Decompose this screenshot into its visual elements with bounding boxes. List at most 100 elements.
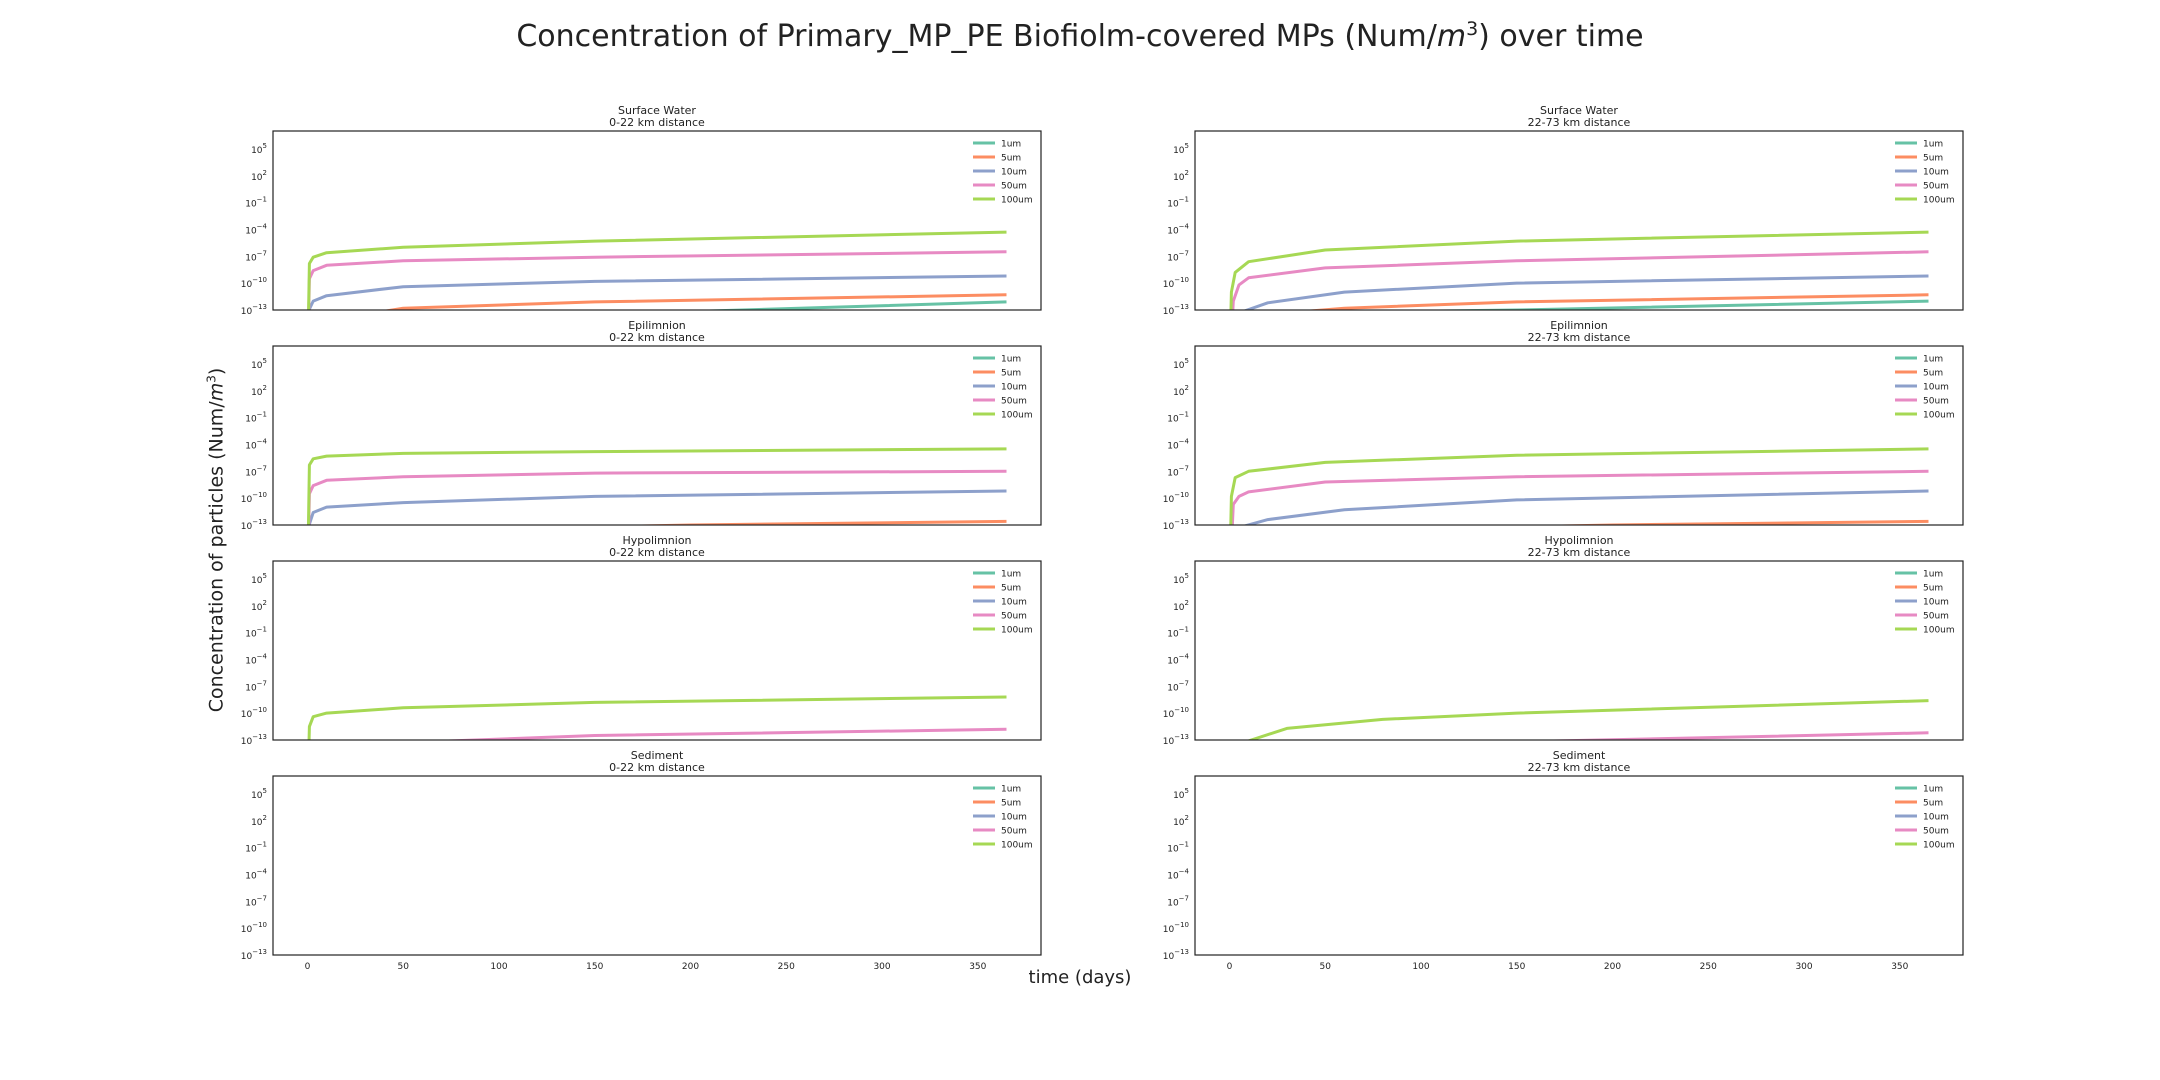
figure-title: Concentration of Primary_MP_PE Biofiolm-… [0, 18, 2160, 54]
series-line-50um [1530, 731, 1929, 740]
y-tick-label: 10−1 [245, 841, 267, 855]
y-tick-label: 10−10 [241, 276, 267, 290]
legend: 1um 5um 10um 50um 100um [1895, 570, 1955, 636]
legend-label-10um: 10um [1923, 168, 1949, 178]
series-line-10um [1242, 489, 1929, 525]
y-tick-label: 105 [251, 787, 267, 801]
y-tick-label: 10−10 [241, 921, 267, 935]
panel-subtitle: 0-22 km distance [609, 546, 705, 559]
legend-label-100um: 100um [1923, 841, 1955, 851]
y-tick-label: 105 [1173, 142, 1189, 156]
y-tick-label: 10−7 [1167, 679, 1189, 693]
legend-label-50um: 50um [1001, 827, 1027, 837]
legend-label-5um: 5um [1923, 799, 1943, 809]
plot-frame [1194, 345, 1964, 526]
y-tick-label: 105 [1173, 572, 1189, 586]
legend-label-50um: 50um [1001, 182, 1027, 192]
y-tick-label: 10−13 [1163, 303, 1189, 317]
y-tick-label: 10−13 [241, 518, 267, 532]
y-tick-label: 10−13 [241, 733, 267, 747]
x-tick-label: 150 [586, 962, 603, 972]
series-line-5um [1304, 293, 1929, 310]
legend-label-10um: 10um [1923, 383, 1949, 393]
series-line-50um [1231, 250, 1929, 310]
x-tick-label: 350 [1891, 962, 1908, 972]
series-line-100um [1246, 699, 1929, 740]
figure-title-unit: m [1436, 19, 1467, 54]
y-tick-label: 10−7 [245, 249, 267, 263]
legend-label-100um: 100um [1923, 626, 1955, 636]
y-tick-label: 10−1 [1167, 196, 1189, 210]
y-tick-label: 10−7 [1167, 249, 1189, 263]
panel-title: Sediment [631, 749, 684, 762]
panel-title: Surface Water [618, 104, 696, 117]
legend-label-100um: 100um [1001, 841, 1033, 851]
series-line-5um [613, 519, 1007, 525]
legend-label-1um: 1um [1923, 785, 1943, 795]
plot-frame [272, 345, 1042, 526]
y-tick-label: 10−10 [1163, 276, 1189, 290]
x-tick-label: 200 [682, 962, 699, 972]
y-tick-label: 102 [251, 384, 267, 398]
legend-label-5um: 5um [1001, 369, 1021, 379]
series-group [1229, 447, 1929, 540]
panel-subtitle: 0-22 km distance [609, 761, 705, 774]
y-tick-label: 105 [251, 142, 267, 156]
y-tick-label: 10−4 [245, 867, 267, 881]
legend-label-10um: 10um [1001, 813, 1027, 823]
y-tick-label: 105 [1173, 357, 1189, 371]
panel-subtitle: 22-73 km distance [1528, 116, 1631, 129]
legend-label-10um: 10um [1923, 598, 1949, 608]
panel-subtitle: 0-22 km distance [609, 331, 705, 344]
legend-label-1um: 1um [1923, 140, 1943, 150]
y-tick-label: 105 [251, 572, 267, 586]
legend-label-5um: 5um [1923, 584, 1943, 594]
y-tick-label: 102 [1173, 169, 1189, 183]
series-line-100um [1229, 447, 1929, 525]
x-tick-label: 350 [969, 962, 986, 972]
y-tick-label: 10−10 [241, 706, 267, 720]
y-tick-label: 10−7 [245, 464, 267, 478]
y-tick-label: 10−10 [1163, 921, 1189, 935]
x-tick-label: 300 [873, 962, 890, 972]
series-line-10um [1242, 274, 1929, 310]
y-tick-label: 10−4 [1167, 222, 1189, 236]
legend-label-5um: 5um [1001, 154, 1021, 164]
y-tick-label: 102 [1173, 384, 1189, 398]
panel-title: Sediment [1553, 749, 1606, 762]
series-line-1um [1680, 527, 1929, 540]
y-tick-label: 10−1 [1167, 626, 1189, 640]
legend-label-50um: 50um [1923, 612, 1949, 622]
panel-subtitle: 22-73 km distance [1528, 761, 1631, 774]
y-tick-label: 102 [251, 169, 267, 183]
y-tick-label: 10−7 [245, 679, 267, 693]
y-tick-label: 10−1 [245, 411, 267, 425]
legend: 1um 5um 10um 50um 100um [973, 570, 1033, 636]
series-group [1246, 699, 1929, 740]
series-line-5um [1535, 519, 1929, 525]
legend-label-5um: 5um [1001, 584, 1021, 594]
y-tick-label: 102 [251, 814, 267, 828]
legend-label-100um: 100um [1923, 411, 1955, 421]
y-tick-label: 10−10 [1163, 491, 1189, 505]
y-tick-label: 10−4 [245, 652, 267, 666]
legend: 1um 5um 10um 50um 100um [1895, 355, 1955, 421]
legend: 1um 5um 10um 50um 100um [973, 785, 1033, 851]
x-tick-label: 50 [1320, 962, 1332, 972]
y-tick-label: 10−13 [1163, 733, 1189, 747]
y-tick-label: 10−10 [241, 491, 267, 505]
series-line-100um [1229, 230, 1929, 310]
series-group [307, 695, 1007, 740]
y-tick-label: 10−4 [245, 437, 267, 451]
y-tick-label: 105 [1173, 787, 1189, 801]
legend-label-1um: 1um [1923, 355, 1943, 365]
legend-label-100um: 100um [1001, 411, 1033, 421]
legend-label-100um: 100um [1001, 196, 1033, 206]
x-tick-label: 0 [305, 962, 311, 972]
